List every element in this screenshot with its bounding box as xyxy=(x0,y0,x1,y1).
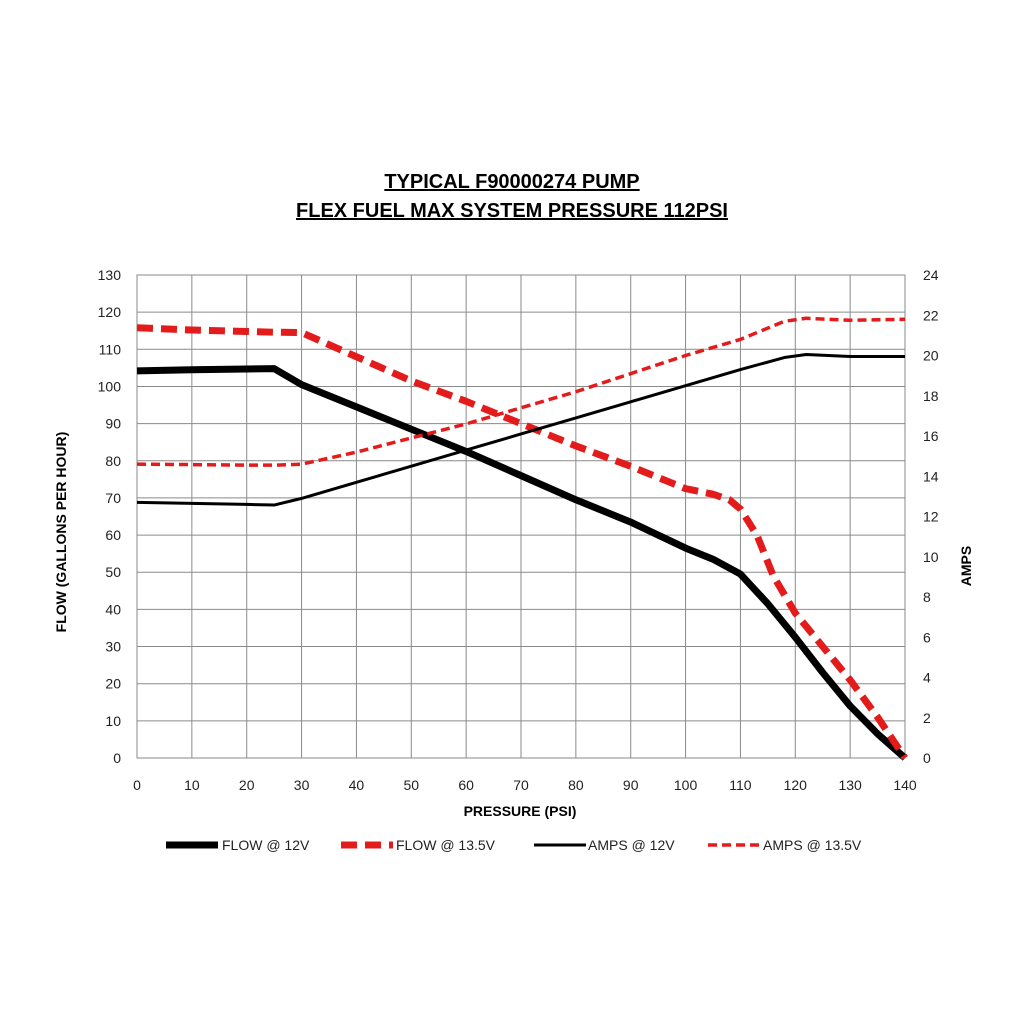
series-lines xyxy=(136,316,908,761)
x-axis-label: PRESSURE (PSI) xyxy=(464,803,577,819)
legend-label: AMPS @ 12V xyxy=(588,837,675,853)
x-axis-ticks: 0 10 20 30 40 50 60 70 80 90 100 110 120 130 140 xyxy=(133,777,917,793)
y2-tick-label: 22 xyxy=(923,307,939,323)
y-tick-label: 100 xyxy=(98,378,122,394)
series-line-flow-12v xyxy=(136,365,908,761)
x-tick-label: 90 xyxy=(623,777,639,793)
legend: FLOW @ 12V FLOW @ 13.5V AMPS @ 12V AMPS @ 1… xyxy=(166,837,862,853)
x-tick-label: 80 xyxy=(568,777,584,793)
chart-title: TYPICAL F90000274 PUMP FLEX FUEL MAX SYS… xyxy=(296,171,728,222)
y2-tick-label: 24 xyxy=(923,267,939,283)
y-axis-ticks: 0 10 20 30 40 50 60 70 80 90 100 110 120 130 xyxy=(98,267,122,766)
y2-tick-label: 4 xyxy=(923,670,931,686)
plot-frame xyxy=(136,274,906,759)
y2-tick-label: 2 xyxy=(923,710,931,726)
series-line-amps-12v xyxy=(136,352,905,507)
y-tick-label: 80 xyxy=(105,453,121,469)
y-tick-label: 50 xyxy=(105,564,121,580)
x-tick-label: 70 xyxy=(513,777,529,793)
y-tick-label: 40 xyxy=(105,601,121,617)
y-tick-label: 30 xyxy=(105,639,121,655)
x-tick-label: 50 xyxy=(403,777,419,793)
x-tick-label: 20 xyxy=(239,777,255,793)
grid xyxy=(136,274,906,759)
x-tick-label: 10 xyxy=(184,777,200,793)
y2-tick-label: 20 xyxy=(923,348,939,364)
y2-tick-label: 10 xyxy=(923,549,939,565)
y2-tick-label: 16 xyxy=(923,428,939,444)
legend-label: FLOW @ 12V xyxy=(222,837,310,853)
y-tick-label: 0 xyxy=(113,750,121,766)
y-tick-label: 90 xyxy=(105,416,121,432)
y2-tick-label: 12 xyxy=(923,509,939,525)
x-tick-label: 110 xyxy=(729,777,752,793)
y-tick-label: 120 xyxy=(98,304,122,320)
legend-label: FLOW @ 13.5V xyxy=(396,837,496,853)
x-tick-label: 0 xyxy=(133,777,141,793)
x-tick-label: 130 xyxy=(838,777,862,793)
y-tick-label: 20 xyxy=(105,676,121,692)
y2-axis-label: AMPS xyxy=(958,546,974,586)
x-tick-label: 40 xyxy=(349,777,365,793)
y-tick-label: 70 xyxy=(105,490,121,506)
chart-title-line-2: FLEX FUEL MAX SYSTEM PRESSURE 112PSI xyxy=(296,200,728,222)
y-tick-label: 130 xyxy=(98,267,122,283)
y2-tick-label: 18 xyxy=(923,388,939,404)
y-tick-label: 110 xyxy=(99,341,122,357)
legend-label: AMPS @ 13.5V xyxy=(763,837,862,853)
y-tick-label: 10 xyxy=(105,713,121,729)
x-tick-label: 60 xyxy=(458,777,474,793)
chart-title-line-1: TYPICAL F90000274 PUMP xyxy=(384,171,639,193)
y-axis-label: FLOW (GALLONS PER HOUR) xyxy=(53,432,69,633)
x-tick-label: 30 xyxy=(294,777,310,793)
y-tick-label: 60 xyxy=(105,527,121,543)
series-line-amps-13-5v xyxy=(136,316,906,467)
y2-tick-label: 6 xyxy=(923,629,931,645)
y2-tick-label: 14 xyxy=(923,468,939,484)
y2-tick-label: 0 xyxy=(923,750,931,766)
y2-tick-label: 8 xyxy=(923,589,931,605)
x-tick-label: 120 xyxy=(784,777,808,793)
x-tick-label: 140 xyxy=(893,777,917,793)
series-line-flow-13-5v xyxy=(136,324,908,760)
x-tick-label: 100 xyxy=(674,777,698,793)
